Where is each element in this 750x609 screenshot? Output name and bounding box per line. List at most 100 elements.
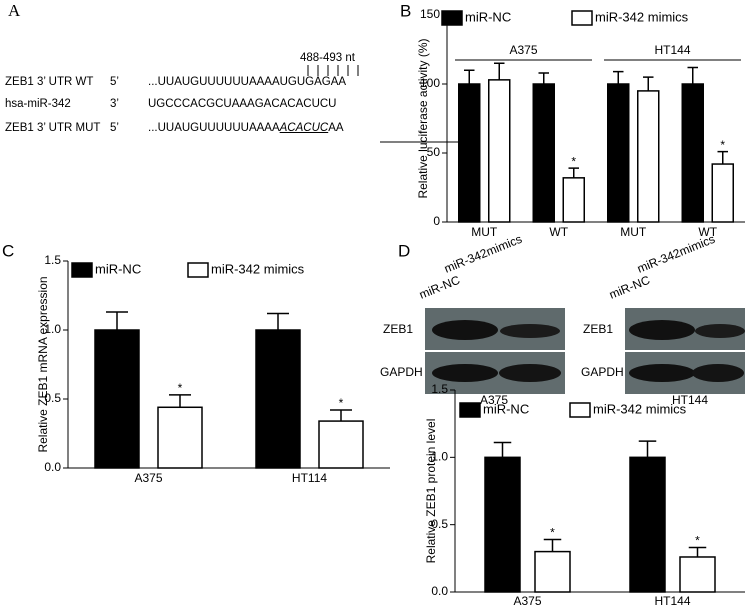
sequence: ...UUAUGUUUUUUAAAAACACUCAA <box>148 122 344 134</box>
significance: * <box>550 526 555 540</box>
y-axis-label: Relative luciferase activity (%) <box>416 38 430 198</box>
x-tick-label: A375 <box>513 594 541 608</box>
bar <box>562 177 585 223</box>
error-bar <box>543 538 562 552</box>
x-tick-label: A375 <box>134 471 162 485</box>
bar <box>94 329 140 469</box>
x-tick-label: MUT <box>620 225 647 239</box>
error-bar <box>638 440 657 458</box>
x-tick-label: WT <box>698 225 717 239</box>
error-bar <box>687 66 698 84</box>
sequence: ...UUAUGUUUUUUAAAAUGUGAGAA <box>148 76 347 88</box>
error-bar <box>169 394 191 408</box>
legend-label: miR-NC <box>95 261 141 276</box>
error-bar <box>267 312 289 330</box>
legend-label: miR-342 mimics <box>593 401 687 416</box>
y-axis-label: Relative ZEB1 protein level <box>424 419 438 564</box>
row-end: 5’ <box>110 122 119 134</box>
y-tick-label: 0.0 <box>431 584 448 598</box>
error-bar <box>494 62 505 80</box>
x-tick-label: HT144 <box>654 594 690 608</box>
legend-label: miR-342 mimics <box>595 9 689 24</box>
pairing-lines <box>307 65 359 76</box>
legend-swatch <box>571 10 593 26</box>
sequence: AA <box>328 122 344 134</box>
lane-label: miR-NC <box>417 273 462 302</box>
group-label: HT144 <box>654 43 690 57</box>
group-label: A375 <box>509 43 537 57</box>
y-tick-label: 150 <box>420 7 440 21</box>
bar <box>711 163 734 223</box>
mutation: ACACUC <box>279 122 329 134</box>
row-end: 3’ <box>110 98 119 110</box>
bar <box>629 456 666 593</box>
y-tick-label: 0.5 <box>431 517 448 531</box>
significance: * <box>178 381 183 395</box>
y-axis-label: Relative ZEB1 mRNA expression <box>36 276 50 452</box>
bar <box>534 550 571 593</box>
blot <box>425 308 745 394</box>
panel-label: B <box>400 1 411 20</box>
legend-swatch <box>569 402 591 418</box>
error-bar <box>464 69 475 84</box>
y-tick-label: 0 <box>433 214 440 228</box>
error-bar <box>538 72 549 84</box>
significance: * <box>339 396 344 410</box>
y-tick-label: 1.5 <box>431 382 448 396</box>
legend-swatch <box>441 10 463 26</box>
y-tick-label: 50 <box>427 145 441 159</box>
legend-label: miR-NC <box>465 9 511 24</box>
protein-label: GAPDH <box>380 365 423 379</box>
y-tick-label: 1.5 <box>44 253 61 267</box>
error-bar <box>106 311 128 330</box>
error-bar <box>613 70 624 84</box>
bar <box>488 79 511 223</box>
annotation: 488-493 nt <box>300 52 356 64</box>
bar <box>532 83 555 223</box>
significance: * <box>720 138 725 152</box>
row-name: ZEB1 3’ UTR WT <box>5 76 94 88</box>
y-tick-label: 0.5 <box>44 391 61 405</box>
error-bar <box>717 150 728 165</box>
cell-line-label: A375 <box>480 393 508 407</box>
legend-label: miR-NC <box>483 401 529 416</box>
significance: * <box>571 154 576 168</box>
protein-label: ZEB1 <box>583 322 613 336</box>
bar <box>255 329 301 469</box>
bar <box>318 420 364 469</box>
panel-label: D <box>398 241 410 260</box>
significance: * <box>695 534 700 548</box>
row-name: ZEB1 3’ UTR MUT <box>5 122 101 134</box>
error-bar <box>330 409 352 422</box>
y-tick-label: 1.0 <box>44 322 61 336</box>
bar <box>484 456 521 593</box>
bar <box>157 406 203 469</box>
legend-swatch <box>71 262 93 278</box>
panel-label: A <box>8 1 21 20</box>
bar <box>637 90 660 223</box>
cell-line-label: HT144 <box>672 393 708 407</box>
legend-label: miR-342 mimics <box>211 261 305 276</box>
x-tick-label: MUT <box>471 225 498 239</box>
y-tick-label: 1.0 <box>431 450 448 464</box>
y-tick-label: 100 <box>420 76 440 90</box>
sequence: UGCCCACGCUAAAGACACACUCU <box>148 98 337 110</box>
legend-swatch <box>459 402 481 418</box>
row-end: 5’ <box>110 76 119 88</box>
protein-label: ZEB1 <box>383 322 413 336</box>
bar <box>607 83 630 223</box>
panel-label: C <box>2 241 14 260</box>
sequence: ...UUAUGUUUUUUAAAA <box>148 122 280 134</box>
bar <box>458 83 481 223</box>
bar <box>681 83 704 223</box>
legend-swatch <box>187 262 209 278</box>
error-bar <box>568 167 579 178</box>
x-tick-label: HT114 <box>292 471 327 485</box>
row-name: hsa-miR-342 <box>5 98 71 110</box>
protein-label: GAPDH <box>581 365 624 379</box>
error-bar <box>688 546 707 557</box>
error-bar <box>643 76 654 91</box>
x-tick-label: WT <box>549 225 568 239</box>
